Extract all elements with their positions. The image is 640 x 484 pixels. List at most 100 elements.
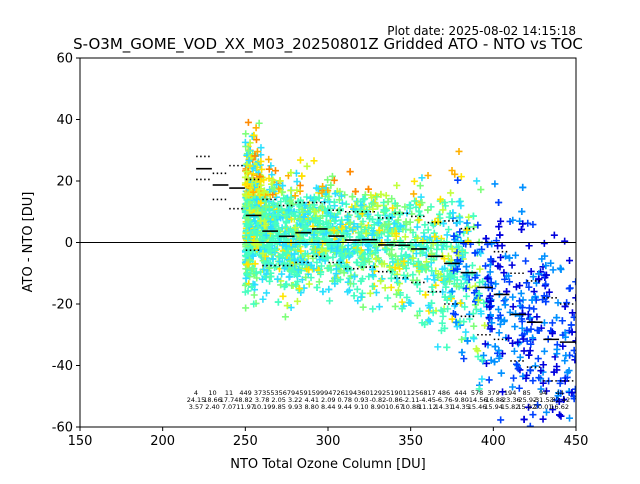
scatter-point — [364, 210, 372, 218]
scatter-point — [412, 203, 420, 211]
scatter-point — [505, 254, 513, 262]
scatter-point — [393, 181, 401, 189]
scatter-point — [535, 275, 543, 283]
scatter-point — [345, 249, 353, 257]
scatter-point — [495, 354, 503, 362]
bin-stat-count: 2619 — [337, 389, 354, 397]
scatter-point — [457, 173, 465, 181]
scatter-point — [457, 202, 465, 210]
bin-stat-mean: 2.05 — [271, 396, 285, 404]
scatter-point — [525, 283, 533, 291]
scatter-point — [475, 385, 483, 393]
scatter-point — [456, 317, 464, 325]
scatter-point — [406, 201, 414, 209]
scatter-point — [274, 298, 282, 306]
scatter-point — [426, 234, 434, 242]
scatter-point — [365, 273, 373, 281]
scatter-point — [321, 236, 329, 244]
scatter-point — [510, 347, 518, 355]
scatter-point — [462, 328, 470, 336]
bin-stat-count: 5190 — [386, 389, 403, 397]
scatter-point — [464, 237, 472, 245]
scatter-point — [453, 323, 461, 331]
scatter-point — [470, 289, 478, 297]
scatter-point — [483, 274, 491, 282]
scatter-point — [317, 268, 325, 276]
scatter-point — [279, 250, 287, 258]
scatter-point — [542, 387, 550, 395]
scatter-point — [563, 368, 571, 376]
bin-stat-std: 7.07 — [222, 403, 236, 411]
scatter-point — [347, 266, 355, 274]
scatter-point — [501, 301, 509, 309]
scatter-point — [337, 192, 345, 200]
scatter-point — [550, 231, 558, 239]
scatter-point — [497, 253, 505, 261]
scatter-point — [350, 220, 358, 228]
scatter-point — [401, 233, 409, 241]
scatter-point — [318, 245, 326, 253]
scatter-point — [275, 203, 283, 211]
scatter-point — [555, 398, 563, 406]
scatter-point — [287, 169, 295, 177]
scatter-point — [331, 190, 339, 198]
scatter-point — [323, 212, 331, 220]
scatter-point — [520, 415, 528, 423]
scatter-point — [319, 288, 327, 296]
scatter-point — [537, 385, 545, 393]
scatter-point — [323, 253, 331, 261]
scatter-point — [463, 219, 471, 227]
scatter-point — [394, 286, 402, 294]
scatter-point — [432, 281, 440, 289]
scatter-point — [366, 289, 374, 297]
scatter-point — [292, 240, 300, 248]
scatter-point — [433, 237, 441, 245]
scatter-point — [404, 259, 412, 267]
scatter-point — [295, 285, 303, 293]
scatter-point — [539, 361, 547, 369]
scatter-point — [250, 227, 258, 235]
scatter-point — [361, 226, 369, 234]
scatter-point — [365, 258, 373, 266]
scatter-point — [251, 260, 259, 268]
scatter-point — [342, 200, 350, 208]
scatter-point — [268, 171, 276, 179]
scatter-point — [570, 313, 576, 321]
scatter-point — [336, 267, 344, 275]
scatter-point — [314, 185, 322, 193]
scatter-point — [281, 283, 289, 291]
scatter-point — [247, 231, 255, 239]
bin-stat-std: 11.97 — [236, 403, 255, 411]
bin-stat-mean: -0.82 — [369, 396, 386, 404]
scatter-point — [450, 232, 458, 240]
scatter-point — [526, 366, 534, 374]
scatter-point — [559, 342, 567, 350]
scatter-point — [468, 270, 476, 278]
y-axis-label: ATO - NTO [DU] — [21, 192, 36, 293]
scatter-point — [447, 256, 455, 264]
scatter-point — [478, 375, 486, 383]
scatter-point — [332, 270, 340, 278]
scatter-point — [316, 217, 324, 225]
scatter-point — [281, 264, 289, 272]
scatter-point — [449, 209, 457, 217]
scatter-point — [458, 348, 466, 356]
scatter-point — [338, 252, 346, 260]
scatter-point — [375, 303, 383, 311]
scatter-point — [453, 265, 461, 273]
scatter-point — [241, 203, 249, 211]
scatter-point — [297, 235, 305, 243]
scatter-point — [354, 297, 362, 305]
scatter-point — [385, 229, 393, 237]
scatter-point — [353, 258, 361, 266]
scatter-point — [518, 331, 526, 339]
scatter-point — [328, 244, 336, 252]
bin-stat-count: 379 — [487, 389, 499, 397]
scatter-point — [261, 222, 269, 230]
scatter-point — [460, 239, 468, 247]
scatter-point — [519, 220, 527, 228]
scatter-point — [470, 322, 478, 330]
scatter-point — [562, 352, 570, 360]
bin-stat-count: 449 — [239, 389, 251, 397]
scatter-point — [420, 233, 428, 241]
